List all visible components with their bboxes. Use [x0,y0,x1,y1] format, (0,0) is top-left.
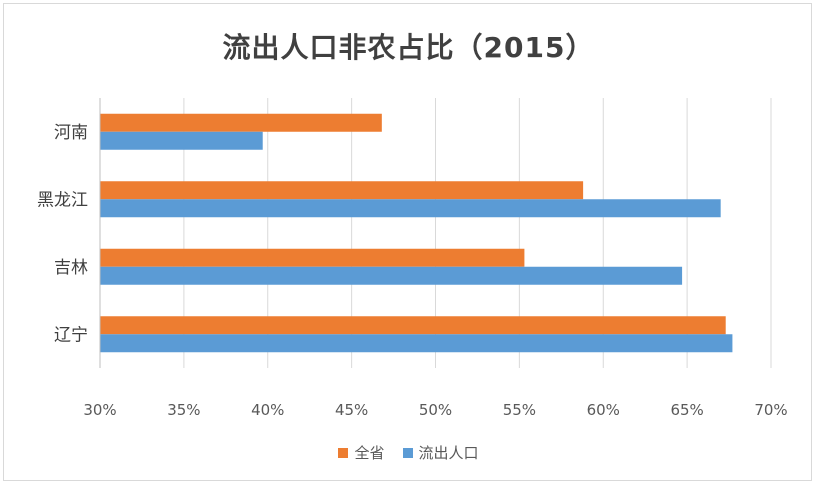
bar-quansheng [100,316,726,335]
y-category-label: 黑龙江 [37,190,88,210]
y-category-label: 辽宁 [54,325,88,345]
legend-item-quansheng: 全省 [338,442,385,463]
legend: 全省 流出人口 [0,442,817,463]
x-tick-label: 60% [587,401,620,419]
y-category-label: 河南 [54,123,88,143]
x-tick-label: 65% [670,401,703,419]
bar-liuchu [100,266,683,285]
legend-swatch-orange [338,447,349,458]
x-tick-label: 40% [251,401,284,419]
y-category-label: 吉林 [54,258,88,278]
legend-label: 全省 [354,444,385,462]
x-tick-label: 30% [83,401,116,419]
bar-liuchu [100,199,721,218]
bar-quansheng [100,113,382,132]
legend-item-liuchu: 流出人口 [402,442,479,463]
bar-quansheng [100,181,584,200]
x-tick-label: 35% [167,401,200,419]
bar-quansheng [100,248,525,267]
x-tick-label: 50% [419,401,452,419]
x-tick-label: 45% [335,401,368,419]
chart-title: 流出人口非农占比（2015） [222,31,595,64]
legend-swatch-blue [402,447,413,458]
bar-liuchu [100,334,733,353]
legend-label: 流出人口 [418,444,479,462]
x-tick-label: 70% [754,401,787,419]
chart-frame [3,3,812,481]
bar-liuchu [100,131,263,150]
x-tick-label: 55% [503,401,536,419]
